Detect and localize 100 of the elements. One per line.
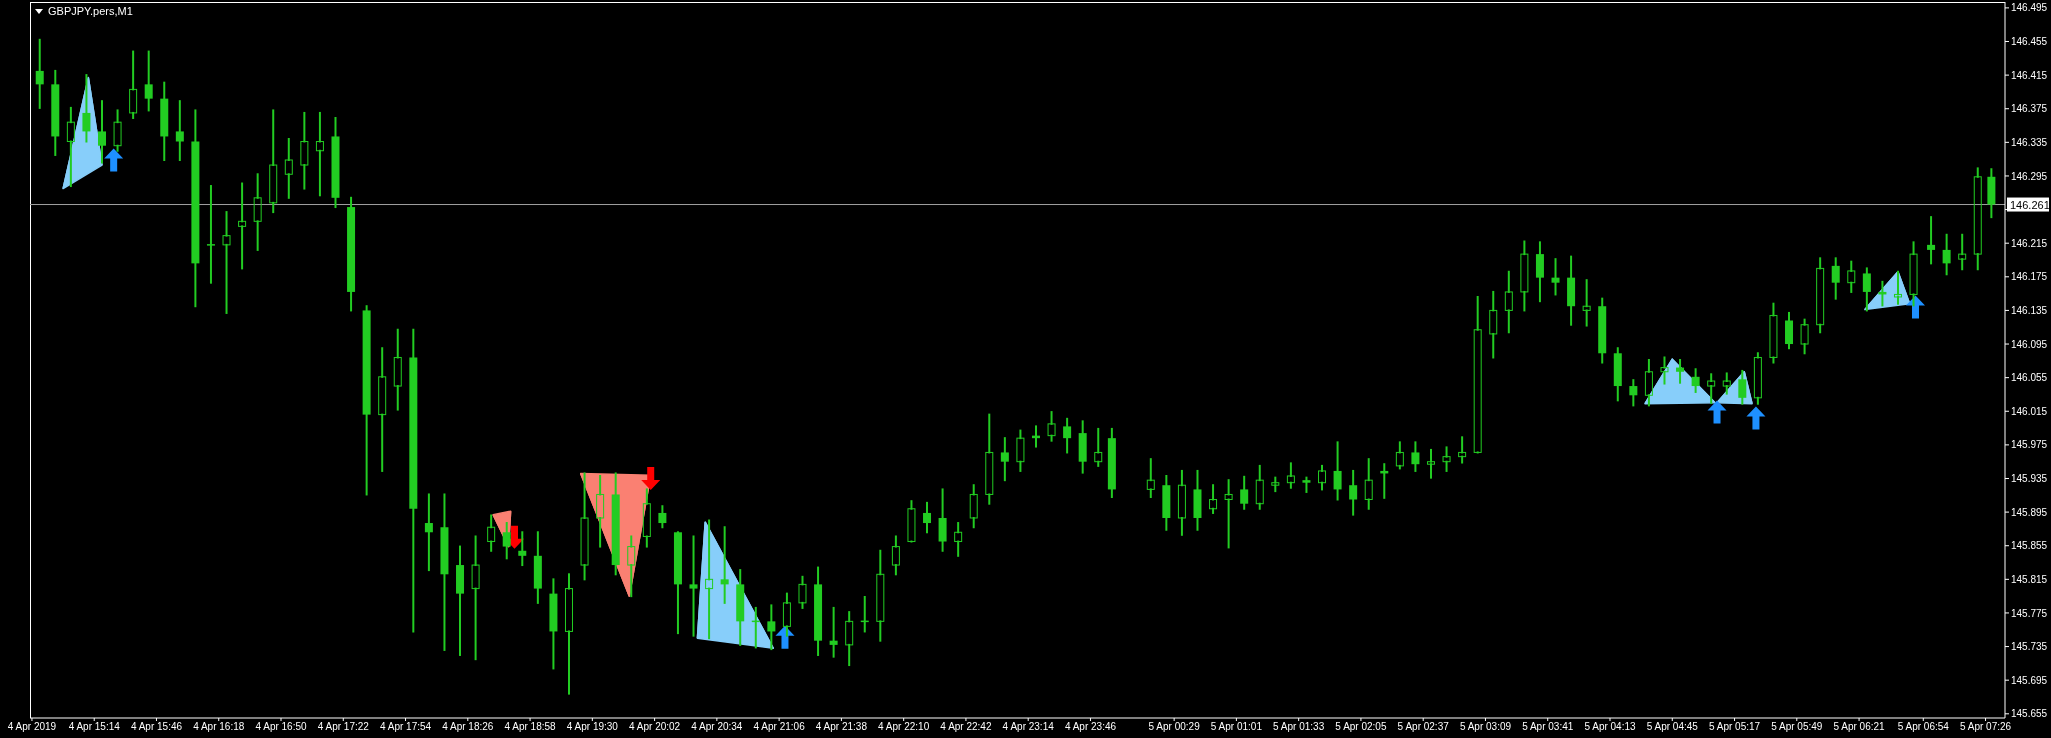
candlestick <box>1286 462 1295 489</box>
candlestick <box>1927 216 1936 265</box>
candlestick <box>689 535 698 637</box>
candlestick <box>518 531 527 567</box>
candlestick <box>175 100 184 161</box>
candlestick <box>923 501 932 534</box>
y-tick-label: 146.495 <box>2011 2 2048 14</box>
candlestick <box>1209 484 1218 514</box>
candlestick <box>1722 372 1731 395</box>
y-tick-label: 145.735 <box>2011 641 2048 653</box>
point <box>1707 400 1727 424</box>
candlestick <box>1000 437 1009 482</box>
candlestick <box>1831 257 1840 300</box>
candlestick <box>845 611 854 667</box>
y-tick-label: 146.415 <box>2011 69 2048 81</box>
x-tick-label: 4 Apr 18:58 <box>504 721 557 733</box>
candlestick <box>315 111 324 197</box>
x-tick-label: 4 Apr 23:46 <box>1064 721 1117 733</box>
candlestick <box>1458 436 1467 464</box>
candlestick <box>1816 257 1825 334</box>
point <box>641 466 661 490</box>
point <box>775 625 795 649</box>
candlestick <box>269 109 278 214</box>
candlestick <box>580 472 589 581</box>
y-tick-label: 146.335 <box>2011 136 2048 148</box>
candlestick <box>1240 475 1249 510</box>
candlestick <box>1411 441 1420 472</box>
x-tick-label: 5 Apr 05:17 <box>1708 721 1761 733</box>
candlestick <box>1785 311 1794 350</box>
y-tick-label: 146.095 <box>2011 338 2048 350</box>
x-tick-label: 4 Apr 22:10 <box>878 721 930 733</box>
candlestick <box>705 519 714 640</box>
candlestick <box>222 211 231 314</box>
candlestick <box>82 74 91 143</box>
candlestick <box>564 573 573 695</box>
x-tick-label: 4 Apr 15:14 <box>68 721 121 733</box>
x-tick-label: 5 Apr 01:33 <box>1273 721 1325 733</box>
candlestick <box>238 182 247 270</box>
candlestick <box>66 106 75 188</box>
candlestick <box>1094 427 1103 467</box>
x-tick-label: 5 Apr 00:29 <box>1148 721 1201 733</box>
x-tick-label: 5 Apr 07:26 <box>1959 721 2012 733</box>
x-tick-label: 5 Apr 06:21 <box>1833 721 1886 733</box>
candlestick <box>1629 379 1638 407</box>
candlestick <box>1660 356 1669 385</box>
candlestick <box>1349 469 1358 516</box>
candlestick <box>938 488 947 552</box>
x-tick-label: 4 Apr 15:46 <box>130 721 183 733</box>
candlestick <box>502 522 511 560</box>
candlestick <box>1753 352 1762 405</box>
x-tick-label: 4 Apr 16:50 <box>255 721 308 733</box>
candlestick <box>144 50 153 112</box>
y-tick-label: 146.375 <box>2011 103 2048 115</box>
y-tick-label: 146.175 <box>2011 271 2048 283</box>
x-tick-label: 5 Apr 04:13 <box>1584 721 1637 733</box>
candlestick <box>1271 476 1280 493</box>
candlestick <box>1016 429 1025 472</box>
candlestick <box>720 526 729 604</box>
x-tick-label: 5 Apr 05:49 <box>1771 721 1823 733</box>
x-tick-label: 5 Apr 02:37 <box>1397 721 1450 733</box>
candlestick <box>954 522 963 557</box>
candlestick <box>1893 270 1902 305</box>
candlestick <box>1146 458 1155 498</box>
x-tick-label: 4 Apr 23:14 <box>1002 721 1055 733</box>
candlestick <box>1047 411 1056 442</box>
candlestick <box>1473 295 1482 453</box>
point <box>1746 406 1766 430</box>
x-tick-label: 5 Apr 02:05 <box>1335 721 1387 733</box>
candlestick <box>1489 290 1498 359</box>
candlestick <box>487 514 496 552</box>
candlestick <box>1862 267 1871 312</box>
candlestick <box>891 535 900 576</box>
candlestick <box>1318 464 1327 491</box>
x-tick-label: 4 Apr 21:06 <box>753 721 806 733</box>
candlestick <box>1535 241 1544 303</box>
point <box>1905 295 1925 319</box>
candlestick <box>1644 359 1653 407</box>
x-tick-label: 4 Apr 22:42 <box>940 721 992 733</box>
candlestick <box>1676 359 1685 384</box>
y-tick-label: 146.015 <box>2011 405 2048 417</box>
candlestick <box>1909 241 1918 307</box>
candlestick <box>1063 417 1072 454</box>
x-tick-label: 4 Apr 21:38 <box>815 721 868 733</box>
candlestick <box>1333 441 1342 501</box>
x-tick-label: 5 Apr 03:41 <box>1522 721 1574 733</box>
candlestick <box>1255 464 1264 510</box>
candlestick <box>253 173 262 251</box>
candlestick <box>829 606 838 658</box>
x-tick-label: 4 Apr 17:54 <box>379 721 432 733</box>
candlestick <box>1224 479 1233 549</box>
candlestick <box>1551 258 1560 296</box>
x-tick-label: 4 Apr 2019 <box>7 721 57 733</box>
chart-title: GBPJPY.pers,M1 <box>48 5 133 17</box>
y-tick-label: 146.215 <box>2011 237 2048 249</box>
y-tick-label: 146.295 <box>2011 170 2048 182</box>
candlestick <box>798 575 807 609</box>
candlestick <box>393 328 402 411</box>
candlestick <box>1707 373 1716 404</box>
candlestick <box>1582 279 1591 327</box>
x-tick-label: 5 Apr 01:01 <box>1210 721 1263 733</box>
